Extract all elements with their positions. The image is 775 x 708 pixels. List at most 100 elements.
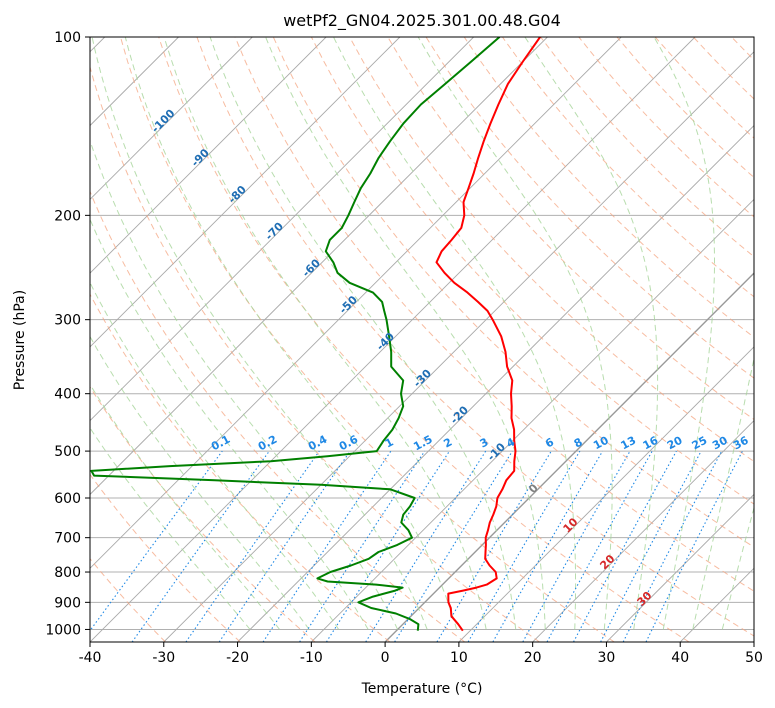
moist-adiabat-line: [90, 335, 310, 630]
data-series: [90, 37, 541, 632]
y-tick-label: 900: [54, 595, 81, 611]
dry-adiabat-line: [158, 37, 690, 642]
plot-background: [90, 37, 754, 642]
x-axis-title: Temperature (°C): [361, 681, 483, 697]
y-tick-label: 500: [54, 444, 81, 460]
dry-adiabat-label: 20: [597, 552, 617, 572]
mixing-ratio-line: [436, 450, 552, 642]
dry-adiabat-label: -70: [263, 219, 286, 242]
moist-adiabat-line: [91, 37, 428, 630]
isotherm-line: [163, 51, 754, 642]
isotherm-line: [90, 37, 622, 569]
mixing-ratio-line: [522, 450, 631, 642]
dry-adiabat-label: -30: [411, 367, 434, 390]
isotherm-zero-line: [384, 272, 754, 642]
mixing-ratio-label: 8: [572, 435, 585, 450]
mixing-ratio-line: [131, 450, 270, 642]
x-tick-label: 30: [598, 650, 616, 666]
isotherm-line: [753, 641, 754, 642]
y-axis-title: Pressure (hPa): [12, 290, 28, 390]
dry-adiabat-line: [501, 37, 754, 298]
mixing-ratio-label: 30: [710, 434, 730, 453]
dewpoint-profile-line: [90, 37, 501, 631]
y-tick-label: 100: [54, 30, 81, 46]
isotherm-line: [532, 420, 754, 642]
mixing-ratio-label: 36: [731, 434, 751, 453]
temperature-profile-line: [435, 37, 541, 632]
moist-adiabat-line: [721, 505, 754, 630]
dry-adiabat-line: [692, 37, 754, 100]
mixing-ratio-label: 3: [478, 435, 491, 450]
x-tick-label: 10: [450, 650, 468, 666]
moist-adiabat-line: [90, 139, 399, 630]
dry-adiabat-label: -90: [189, 146, 212, 169]
mixing-ratio-line: [262, 450, 392, 642]
mixing-ratio-label: 10: [591, 434, 611, 453]
x-tick-label: -20: [226, 650, 249, 666]
y-tick-label: 600: [54, 491, 81, 507]
mixing-ratio-line: [394, 450, 513, 642]
x-tick-label: 0: [381, 650, 390, 666]
mixing-ratio-line: [645, 450, 743, 642]
plot-frame: [89, 36, 755, 643]
x-tick-label: 40: [671, 650, 689, 666]
y-tick-label: 1000: [45, 622, 81, 638]
mixing-ratio-line: [185, 450, 320, 642]
y-tick-label: 300: [54, 313, 81, 329]
dry-adiabat-label: -80: [226, 183, 249, 206]
moist-adiabat-line: [333, 37, 577, 630]
mixing-ratio-label: 13: [619, 434, 639, 453]
dry-adiabat-line: [349, 37, 754, 463]
isotherm-line: [311, 198, 754, 642]
y-tick-label: 800: [54, 565, 81, 581]
dry-adiabat-line: [387, 37, 754, 421]
dry-adiabat-label: -40: [374, 330, 397, 353]
moist-adiabat-line: [524, 37, 659, 630]
x-tick-label: -40: [79, 650, 102, 666]
dry-adiabat-label: -50: [337, 293, 360, 316]
dry-adiabat-line: [90, 473, 241, 642]
moist-adiabat-line: [124, 37, 458, 630]
mixing-ratio-label: 0.4: [306, 433, 330, 454]
y-tick-label: 200: [54, 208, 81, 224]
x-tick-label: -30: [152, 650, 175, 666]
mixing-ratio-line: [299, 450, 426, 642]
dry-adiabat-line: [578, 37, 754, 218]
moist-adiabat-line: [265, 37, 546, 630]
dry-adiabat-line: [731, 37, 754, 61]
y-tick-label: 700: [54, 531, 81, 547]
line-labels: 0.1 0.2 0.4 0.6 1 1.5 2 3 4 6 8 10 13 16 20 25 30 36-100-…: [149, 107, 751, 609]
mixing-ratio-label: 0.6: [337, 433, 361, 454]
moist-adiabat-line: [209, 37, 517, 630]
dry-adiabat-label: -60: [300, 256, 323, 279]
moist-adiabat-line: [417, 37, 613, 630]
dry-adiabat-line: [120, 37, 615, 642]
moist-adiabat-line: [90, 383, 280, 630]
mixing-ratio-line: [573, 450, 677, 642]
mixing-ratio-label: 0.2: [256, 433, 279, 454]
isotherm-line: [90, 37, 327, 274]
isotherm-line: [237, 124, 754, 642]
isotherm-line: [90, 37, 696, 642]
isotherm-line: [679, 567, 754, 642]
dry-adiabat-line: [90, 190, 466, 642]
isotherm-line: [90, 37, 253, 200]
dry-adiabat-line: [234, 37, 754, 592]
mixing-ratio-label: 2: [441, 435, 454, 450]
moist-adiabat-line: [692, 356, 754, 630]
dry-adiabat-label: -20: [448, 403, 471, 426]
mixing-ratio-label: 16: [641, 434, 661, 453]
mixing-ratio-label: 25: [690, 434, 710, 453]
isotherm-line: [606, 493, 754, 642]
mixing-ratio-label: 20: [665, 434, 685, 453]
moist-adiabat-line: [90, 281, 340, 630]
dry-adiabat-line: [90, 293, 391, 642]
dry-adiabat-line: [425, 37, 754, 379]
dry-adiabat-line: [90, 386, 316, 642]
mixing-ratio-line: [325, 450, 450, 642]
x-tick-label: 20: [524, 650, 542, 666]
isotherm-line: [458, 346, 754, 642]
moist-adiabat-line: [90, 427, 251, 630]
mixing-ratio-label: 1.5: [411, 433, 434, 454]
